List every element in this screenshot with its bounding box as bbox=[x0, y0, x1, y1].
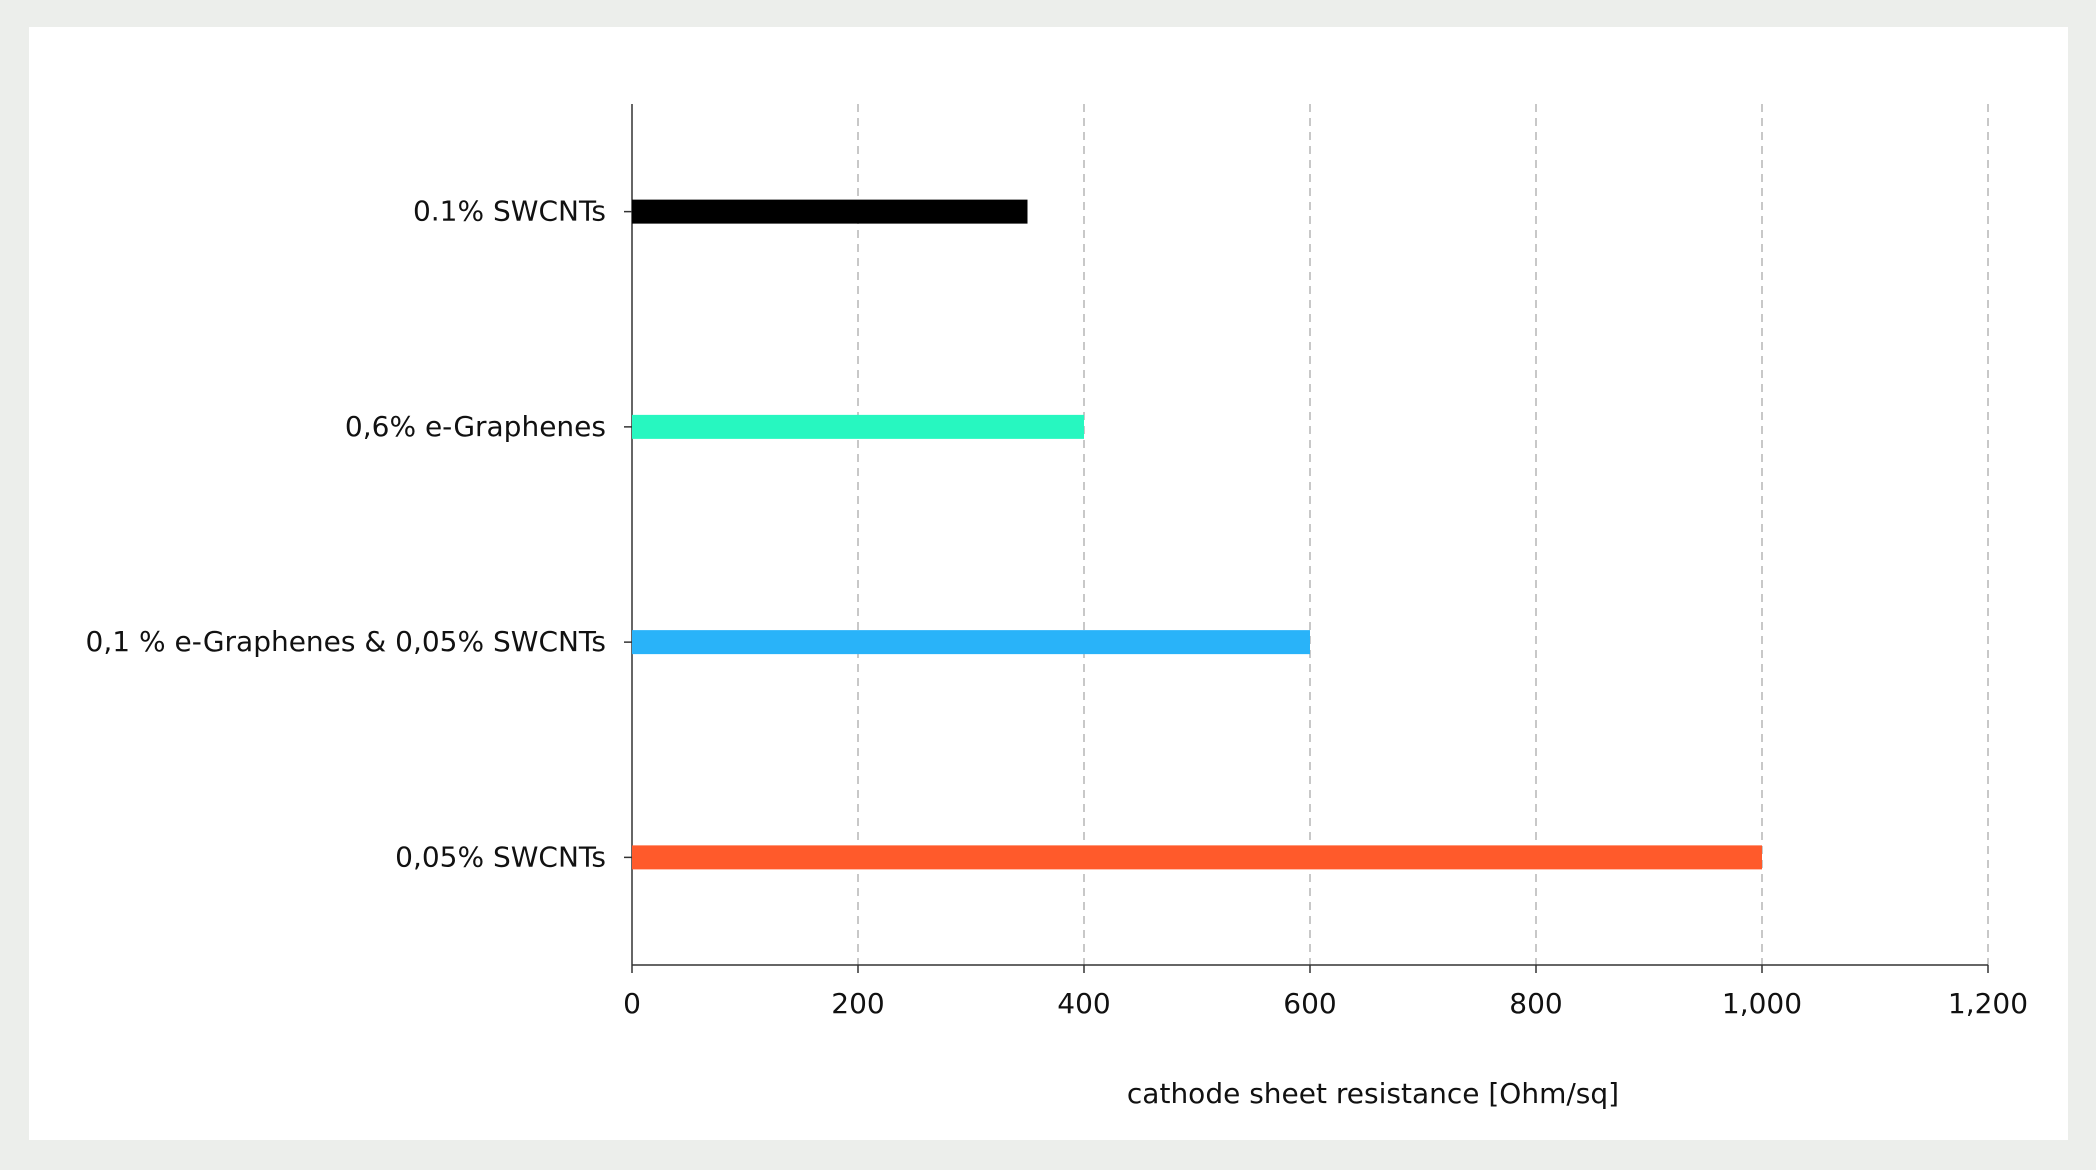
panel bbox=[29, 27, 2068, 1140]
y-tick-label: 0.1% SWCNTs bbox=[413, 195, 606, 228]
y-tick-label: 0,6% e-Graphenes bbox=[345, 410, 606, 443]
x-tick-label: 200 bbox=[831, 987, 884, 1020]
x-tick-label: 0 bbox=[623, 987, 641, 1020]
bar bbox=[632, 845, 1762, 870]
x-tick-label: 1,200 bbox=[1948, 987, 2028, 1020]
x-tick-label: 1,000 bbox=[1722, 987, 1802, 1020]
bar bbox=[632, 414, 1084, 439]
x-tick-label: 400 bbox=[1057, 987, 1110, 1020]
x-tick-label: 800 bbox=[1509, 987, 1562, 1020]
bar bbox=[632, 199, 1028, 224]
bar bbox=[632, 630, 1310, 655]
y-tick-label: 0,05% SWCNTs bbox=[395, 840, 606, 873]
x-axis-label: cathode sheet resistance [Ohm/sq] bbox=[1127, 1077, 1619, 1110]
y-tick-label: 0,1 % e-Graphenes & 0,05% SWCNTs bbox=[86, 625, 606, 658]
x-tick-label: 600 bbox=[1283, 987, 1336, 1020]
